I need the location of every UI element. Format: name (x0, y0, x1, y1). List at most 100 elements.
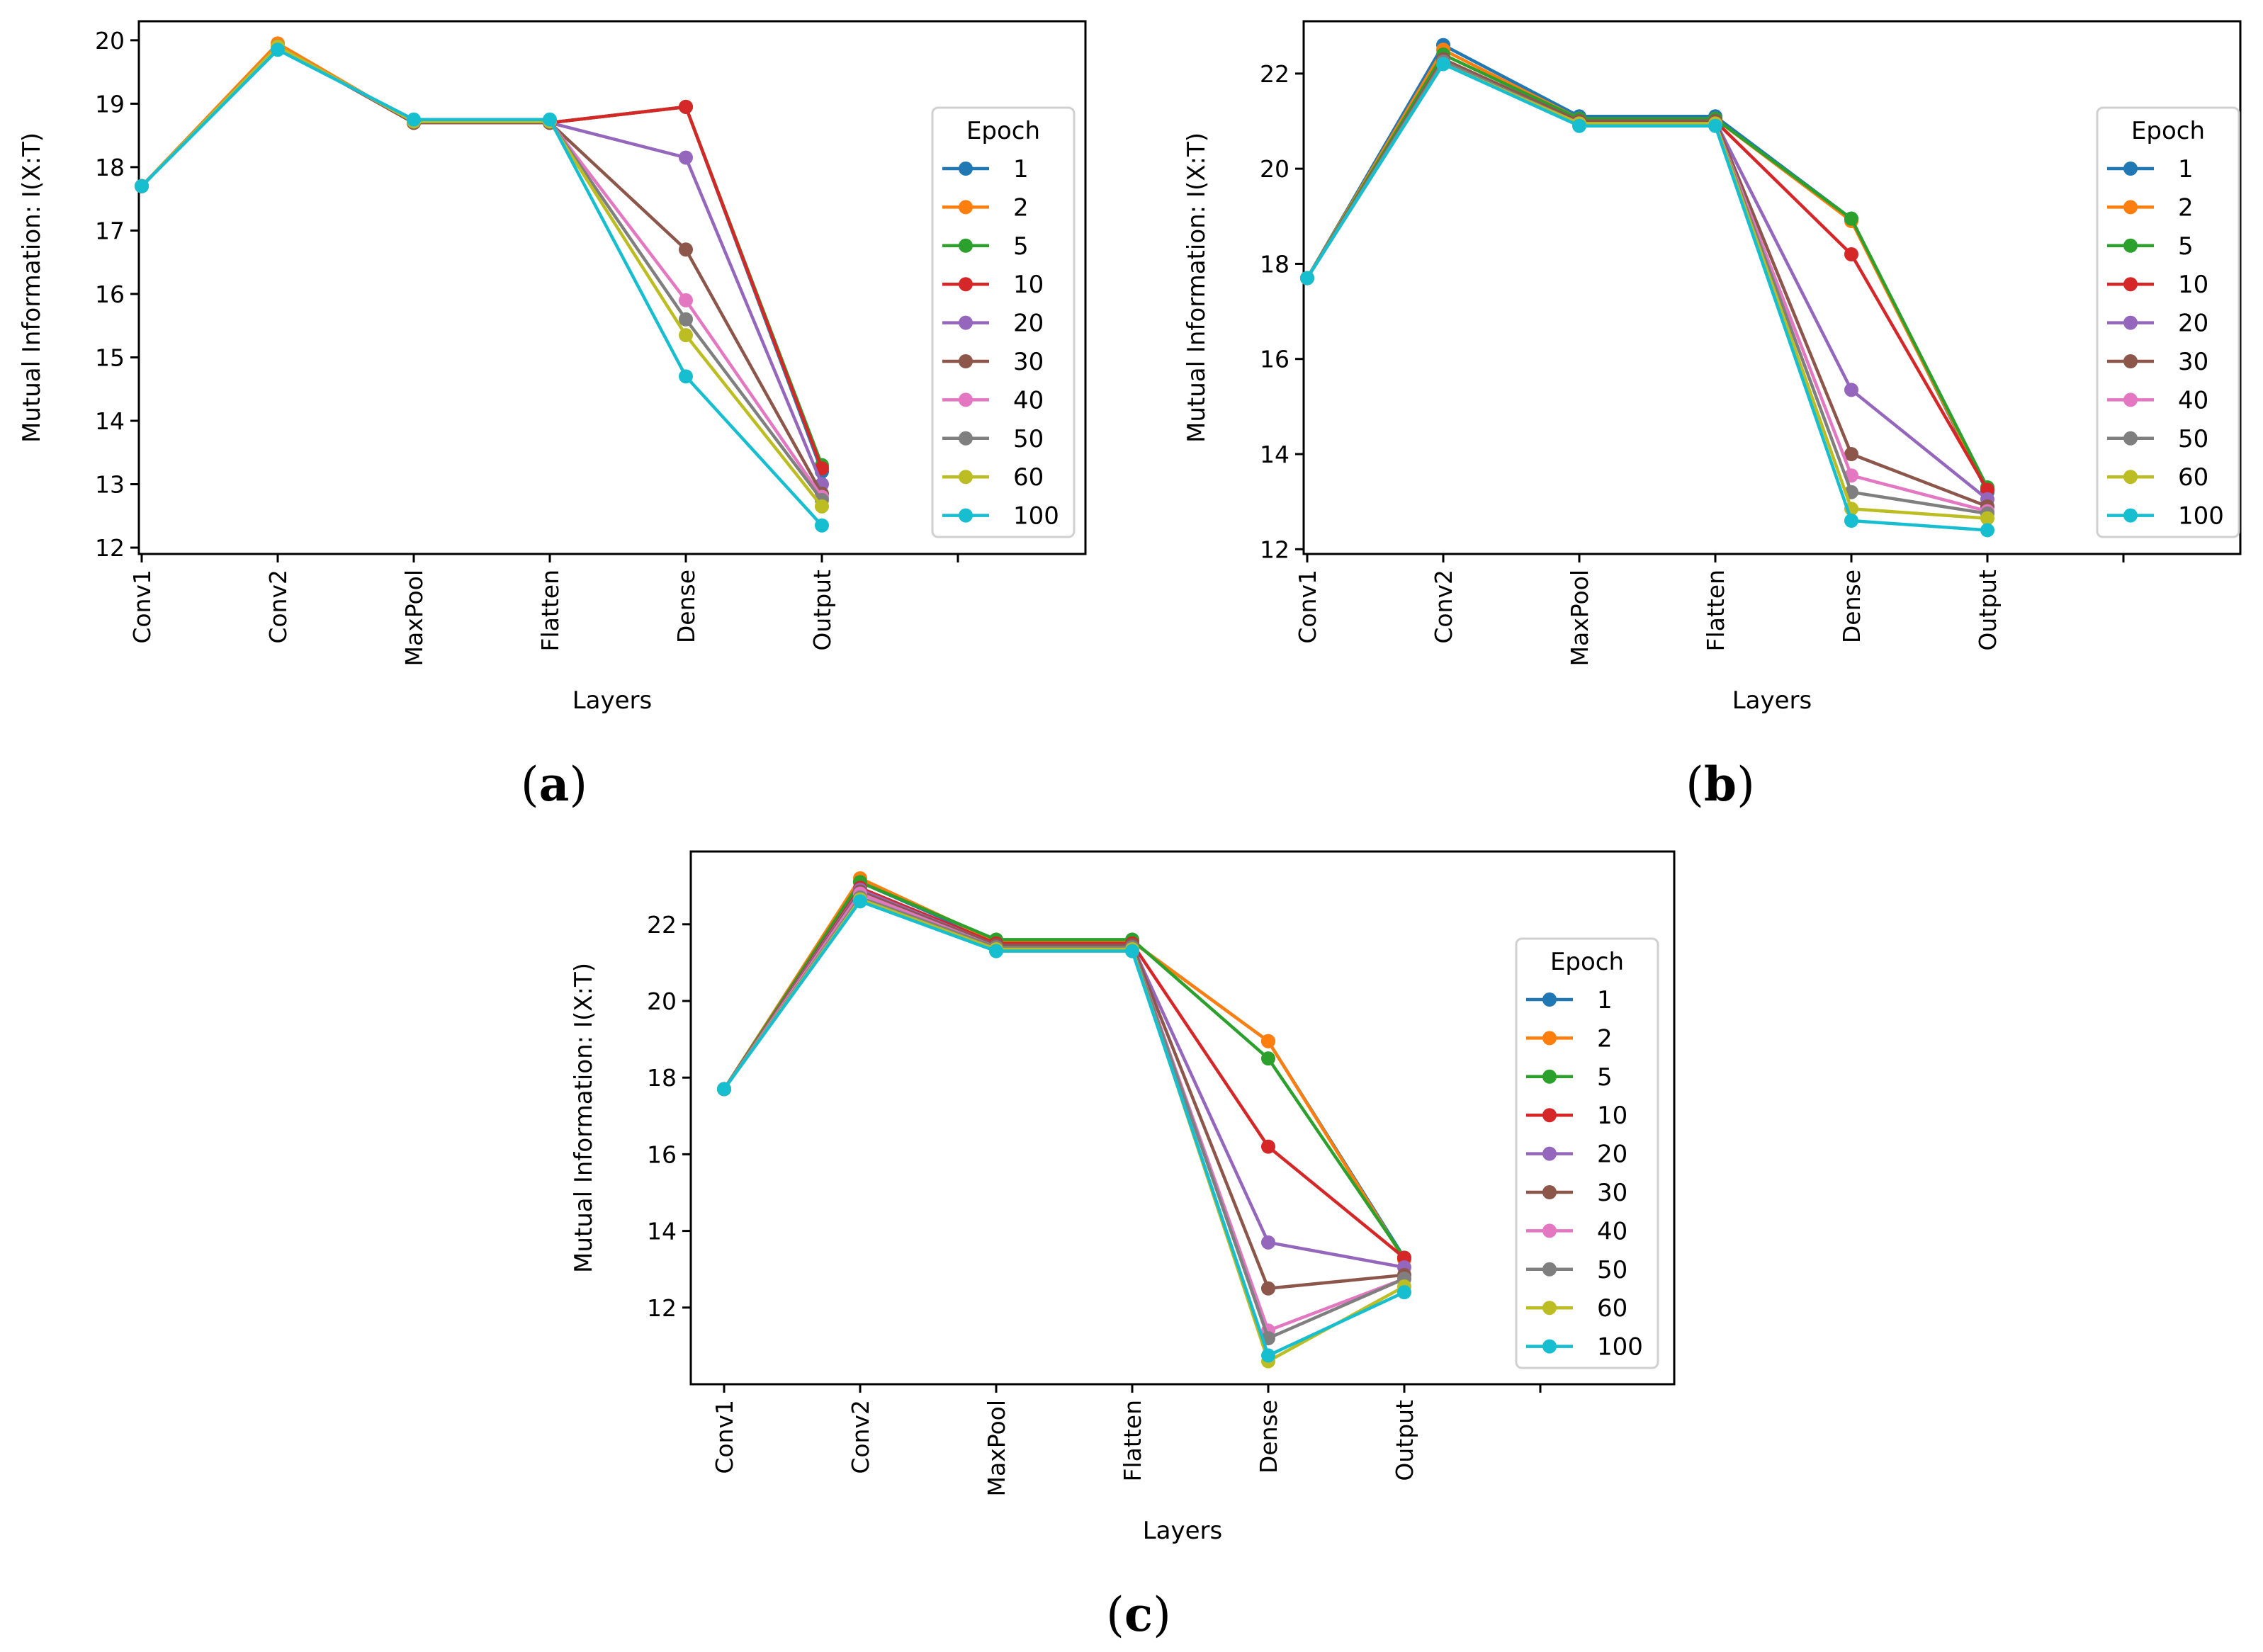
legend-marker-epoch-2 (959, 200, 973, 215)
data-point-epoch-100 (1980, 523, 1994, 538)
x-tick-label: Conv1 (128, 570, 156, 644)
legend: Epoch 1 2 5 10 20 30 40 50 60 100 (1515, 937, 1659, 1369)
x-tick-label: Flatten (1702, 570, 1729, 651)
data-point-epoch-5 (1844, 211, 1858, 226)
x-tick-label: Dense (1255, 1400, 1282, 1473)
series-line-epoch-50 (140, 45, 823, 502)
legend: Epoch 1 2 5 10 20 30 40 50 60 100 (931, 106, 1076, 538)
data-point-epoch-100 (1261, 1348, 1275, 1363)
series-line-epoch-20 (140, 45, 824, 485)
series-line-epoch-100 (723, 900, 1405, 1357)
legend-marker-epoch-30 (959, 354, 973, 368)
y-tick-label: 18 (1260, 250, 1289, 278)
data-point-epoch-10 (679, 99, 693, 114)
data-point-epoch-100 (717, 1082, 731, 1097)
data-point-epoch-100 (1300, 271, 1314, 285)
legend-label-epoch-2: 2 (2178, 193, 2194, 222)
data-point-epoch-20 (1261, 1235, 1275, 1250)
legend-marker-epoch-40 (2123, 392, 2138, 407)
legend-marker-epoch-60 (1542, 1301, 1557, 1316)
x-tick-label: Output (808, 570, 836, 651)
legend-label-epoch-40: 40 (1013, 386, 1044, 414)
legend-label-epoch-30: 30 (2178, 348, 2208, 376)
legend-label-epoch-20: 20 (1013, 310, 1044, 338)
legend-marker-epoch-1 (2123, 162, 2138, 176)
x-tick-label: Conv1 (1294, 570, 1321, 644)
series-line-epoch-1 (140, 45, 824, 473)
y-tick-label: 16 (1260, 346, 1289, 373)
legend-marker-epoch-60 (959, 470, 973, 485)
legend-label-epoch-1: 1 (2178, 155, 2194, 183)
y-tick-label: 12 (647, 1294, 677, 1322)
legend-label-epoch-50: 50 (1597, 1256, 1627, 1284)
legend-label-epoch-50: 50 (1013, 425, 1044, 453)
x-tick-label: Flatten (1119, 1400, 1146, 1481)
data-point-epoch-10 (1844, 247, 1858, 261)
x-tick-label: MaxPool (983, 1400, 1010, 1497)
legend-label-epoch-30: 30 (1597, 1179, 1627, 1207)
legend-label-epoch-20: 20 (1597, 1141, 1627, 1169)
data-point-epoch-100 (679, 369, 693, 384)
y-tick-label: 20 (647, 988, 677, 1015)
panel-label: (b) (1686, 757, 1755, 812)
panel-label-open-paren: ( (1106, 1588, 1124, 1642)
data-point-epoch-100 (1125, 944, 1139, 958)
series-line-epoch-10 (140, 45, 824, 469)
legend-label-epoch-5: 5 (2178, 232, 2194, 261)
panel-label-close-paren: ) (1737, 757, 1755, 812)
legend-label-epoch-60: 60 (1597, 1294, 1627, 1323)
plot-frame (689, 850, 1676, 1386)
data-point-epoch-50 (679, 312, 693, 327)
series-line-epoch-5 (723, 881, 1406, 1259)
legend-marker-epoch-50 (2123, 431, 2138, 446)
x-tick-label: MaxPool (400, 570, 428, 667)
y-tick-label: 22 (1260, 60, 1289, 88)
y-axis-title: Mutual Information: I(X:T) (1183, 132, 1211, 443)
y-tick-label: 22 (647, 911, 677, 939)
x-axis-title: Layers (1732, 686, 1812, 715)
legend-marker-epoch-10 (959, 277, 973, 292)
data-point-epoch-5 (1261, 1051, 1275, 1066)
y-axis: 12 14 16 18 20 22 (1260, 60, 1304, 563)
panel-label: (a) (521, 757, 587, 812)
data-point-epoch-100 (1572, 118, 1586, 133)
panel-label-close-paren: ) (569, 757, 587, 812)
legend-title: Epoch (1550, 948, 1624, 976)
plot-frame (137, 20, 1087, 555)
y-tick-label: 20 (1260, 155, 1289, 183)
legend-marker-epoch-1 (1542, 992, 1557, 1007)
legend-box (1515, 937, 1659, 1369)
plot-frame (1302, 20, 2242, 555)
series-line-epoch-60 (723, 898, 1406, 1363)
legend-marker-epoch-10 (1542, 1108, 1557, 1123)
legend-marker-epoch-20 (2123, 315, 2138, 330)
data-point-epoch-30 (1844, 447, 1858, 461)
panel-label-open-paren: ( (521, 757, 539, 812)
series-line-epoch-40 (140, 45, 823, 498)
legend-marker-epoch-60 (2123, 470, 2138, 485)
x-tick-label: Dense (672, 570, 700, 643)
legend-title: Epoch (2131, 117, 2205, 145)
series-line-epoch-2 (723, 876, 1406, 1261)
legend-label-epoch-20: 20 (2178, 310, 2208, 338)
legend-marker-epoch-5 (2123, 238, 2138, 253)
panel-label-close-paren: ) (1153, 1588, 1171, 1642)
y-axis-title: Mutual Information: I(X:T) (570, 963, 598, 1273)
legend-label-epoch-100: 100 (1597, 1333, 1643, 1362)
series-line-epoch-5 (140, 45, 824, 466)
data-point-epoch-100 (1844, 514, 1858, 528)
legend-marker-epoch-30 (1542, 1185, 1557, 1199)
y-tick-label: 15 (95, 344, 125, 371)
legend-marker-epoch-10 (2123, 277, 2138, 292)
y-tick-label: 12 (1260, 536, 1289, 563)
x-tick-label: Conv2 (1430, 570, 1457, 644)
data-point-epoch-60 (679, 328, 693, 343)
y-tick-label: 16 (95, 281, 125, 308)
y-axis: 12 14 16 18 20 22 (647, 911, 691, 1322)
legend-label-epoch-1: 1 (1597, 986, 1613, 1014)
legend-label-epoch-40: 40 (1597, 1217, 1627, 1245)
data-point-epoch-60 (815, 499, 829, 514)
x-tick-label: Flatten (536, 570, 564, 651)
legend-marker-epoch-100 (1542, 1339, 1557, 1354)
